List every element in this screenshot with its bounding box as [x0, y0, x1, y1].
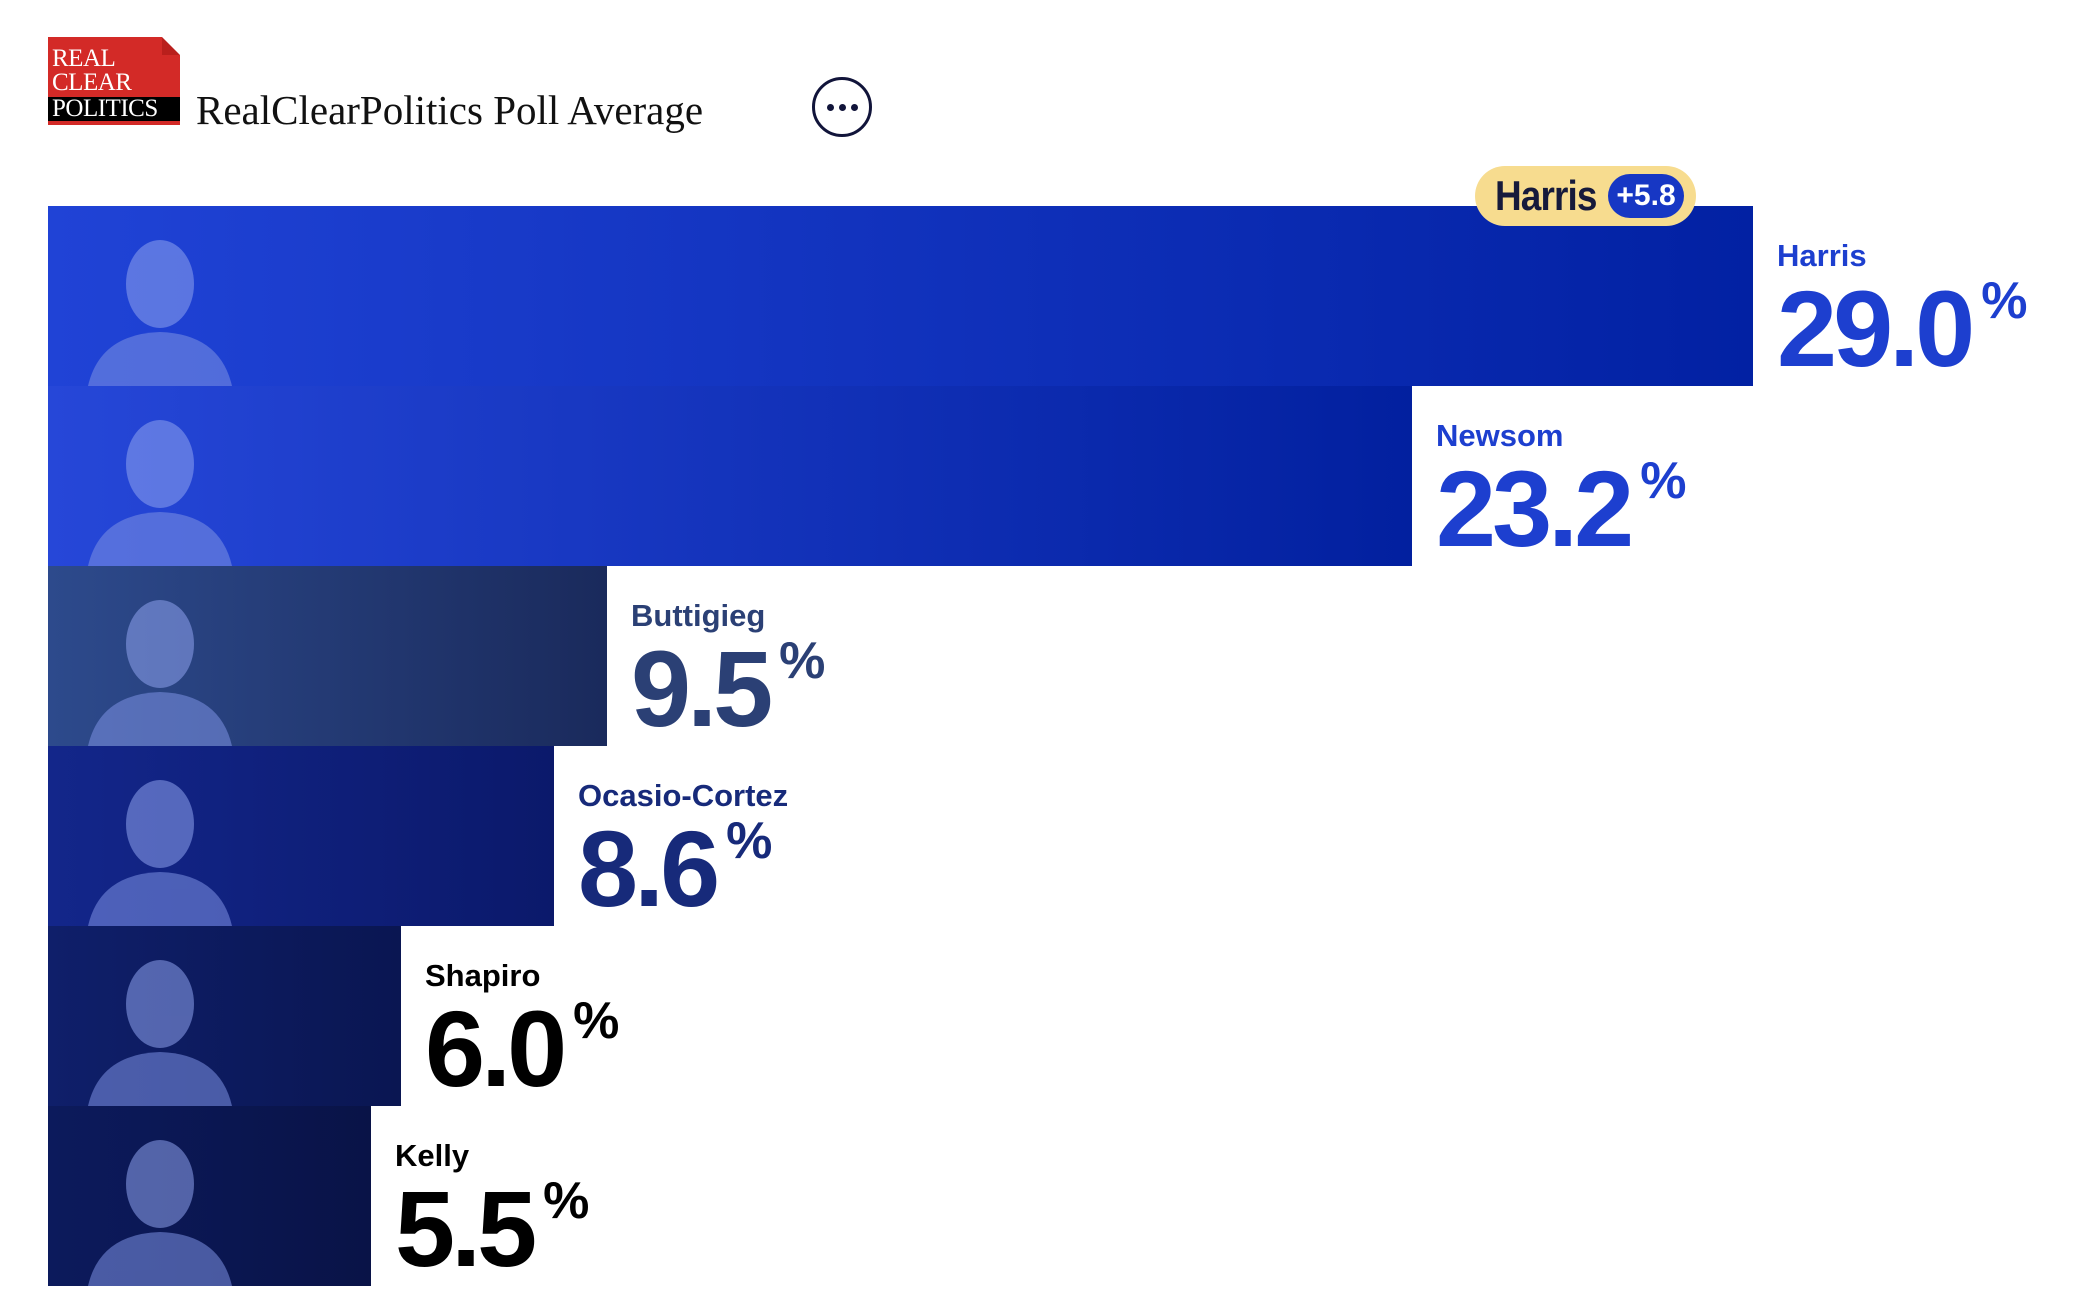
portrait-newsom-icon: [88, 420, 232, 566]
leader-name: Harris: [1495, 172, 1597, 219]
bar-value-suffix: %: [779, 632, 825, 690]
portrait-kelly-icon: [88, 1140, 232, 1286]
bar-value-suffix: %: [543, 1172, 589, 1230]
ellipsis-icon: [826, 103, 834, 111]
bar-label-buttigieg: Buttigieg: [631, 598, 765, 633]
bar-value-shapiro: 6.0: [425, 988, 563, 1109]
more-options-button[interactable]: [812, 77, 872, 137]
bar-label-ocasio-cortez: Ocasio-Cortez: [578, 778, 788, 813]
portrait-buttigieg-icon: [88, 600, 232, 746]
bar-value-kelly: 5.5: [395, 1168, 535, 1289]
bar-value-harris: 29.0: [1777, 268, 1971, 389]
logo-corner: [162, 37, 180, 55]
bar-value-ocasio-cortez: 8.6: [578, 808, 717, 929]
bar-label-shapiro: Shapiro: [425, 958, 540, 993]
bar-harris: [48, 206, 1753, 386]
bar-value-suffix: %: [726, 812, 772, 870]
bar-value-suffix: %: [1640, 452, 1686, 510]
leader-margin: +5.8: [1608, 174, 1684, 218]
portrait-shapiro-icon: [88, 960, 232, 1106]
portrait-harris-icon: [88, 240, 232, 386]
logo-line-1: REAL: [52, 45, 116, 72]
bar-label-kelly: Kelly: [395, 1138, 470, 1173]
logo-line-2: CLEAR: [52, 69, 132, 96]
bar-newsom: [48, 386, 1412, 566]
bar-label-harris: Harris: [1777, 238, 1867, 273]
page-title: RealClearPolitics Poll Average: [196, 87, 704, 133]
bar-value-suffix: %: [1981, 272, 2027, 330]
bar-value-newsom: 23.2: [1436, 448, 1630, 569]
ellipsis-icon-dot: [850, 103, 858, 111]
logo-line-3: POLITICS: [48, 96, 180, 121]
leader-badge: Harris +5.8: [1475, 166, 1696, 226]
ellipsis-icon-dot: [838, 103, 846, 111]
bar-value-buttigieg: 9.5: [631, 628, 771, 749]
portrait-ocasio-cortez-icon: [88, 780, 232, 926]
bar-label-newsom: Newsom: [1436, 418, 1563, 453]
bar-value-suffix: %: [573, 992, 619, 1050]
rcp-logo: REAL CLEAR POLITICS: [48, 37, 180, 125]
